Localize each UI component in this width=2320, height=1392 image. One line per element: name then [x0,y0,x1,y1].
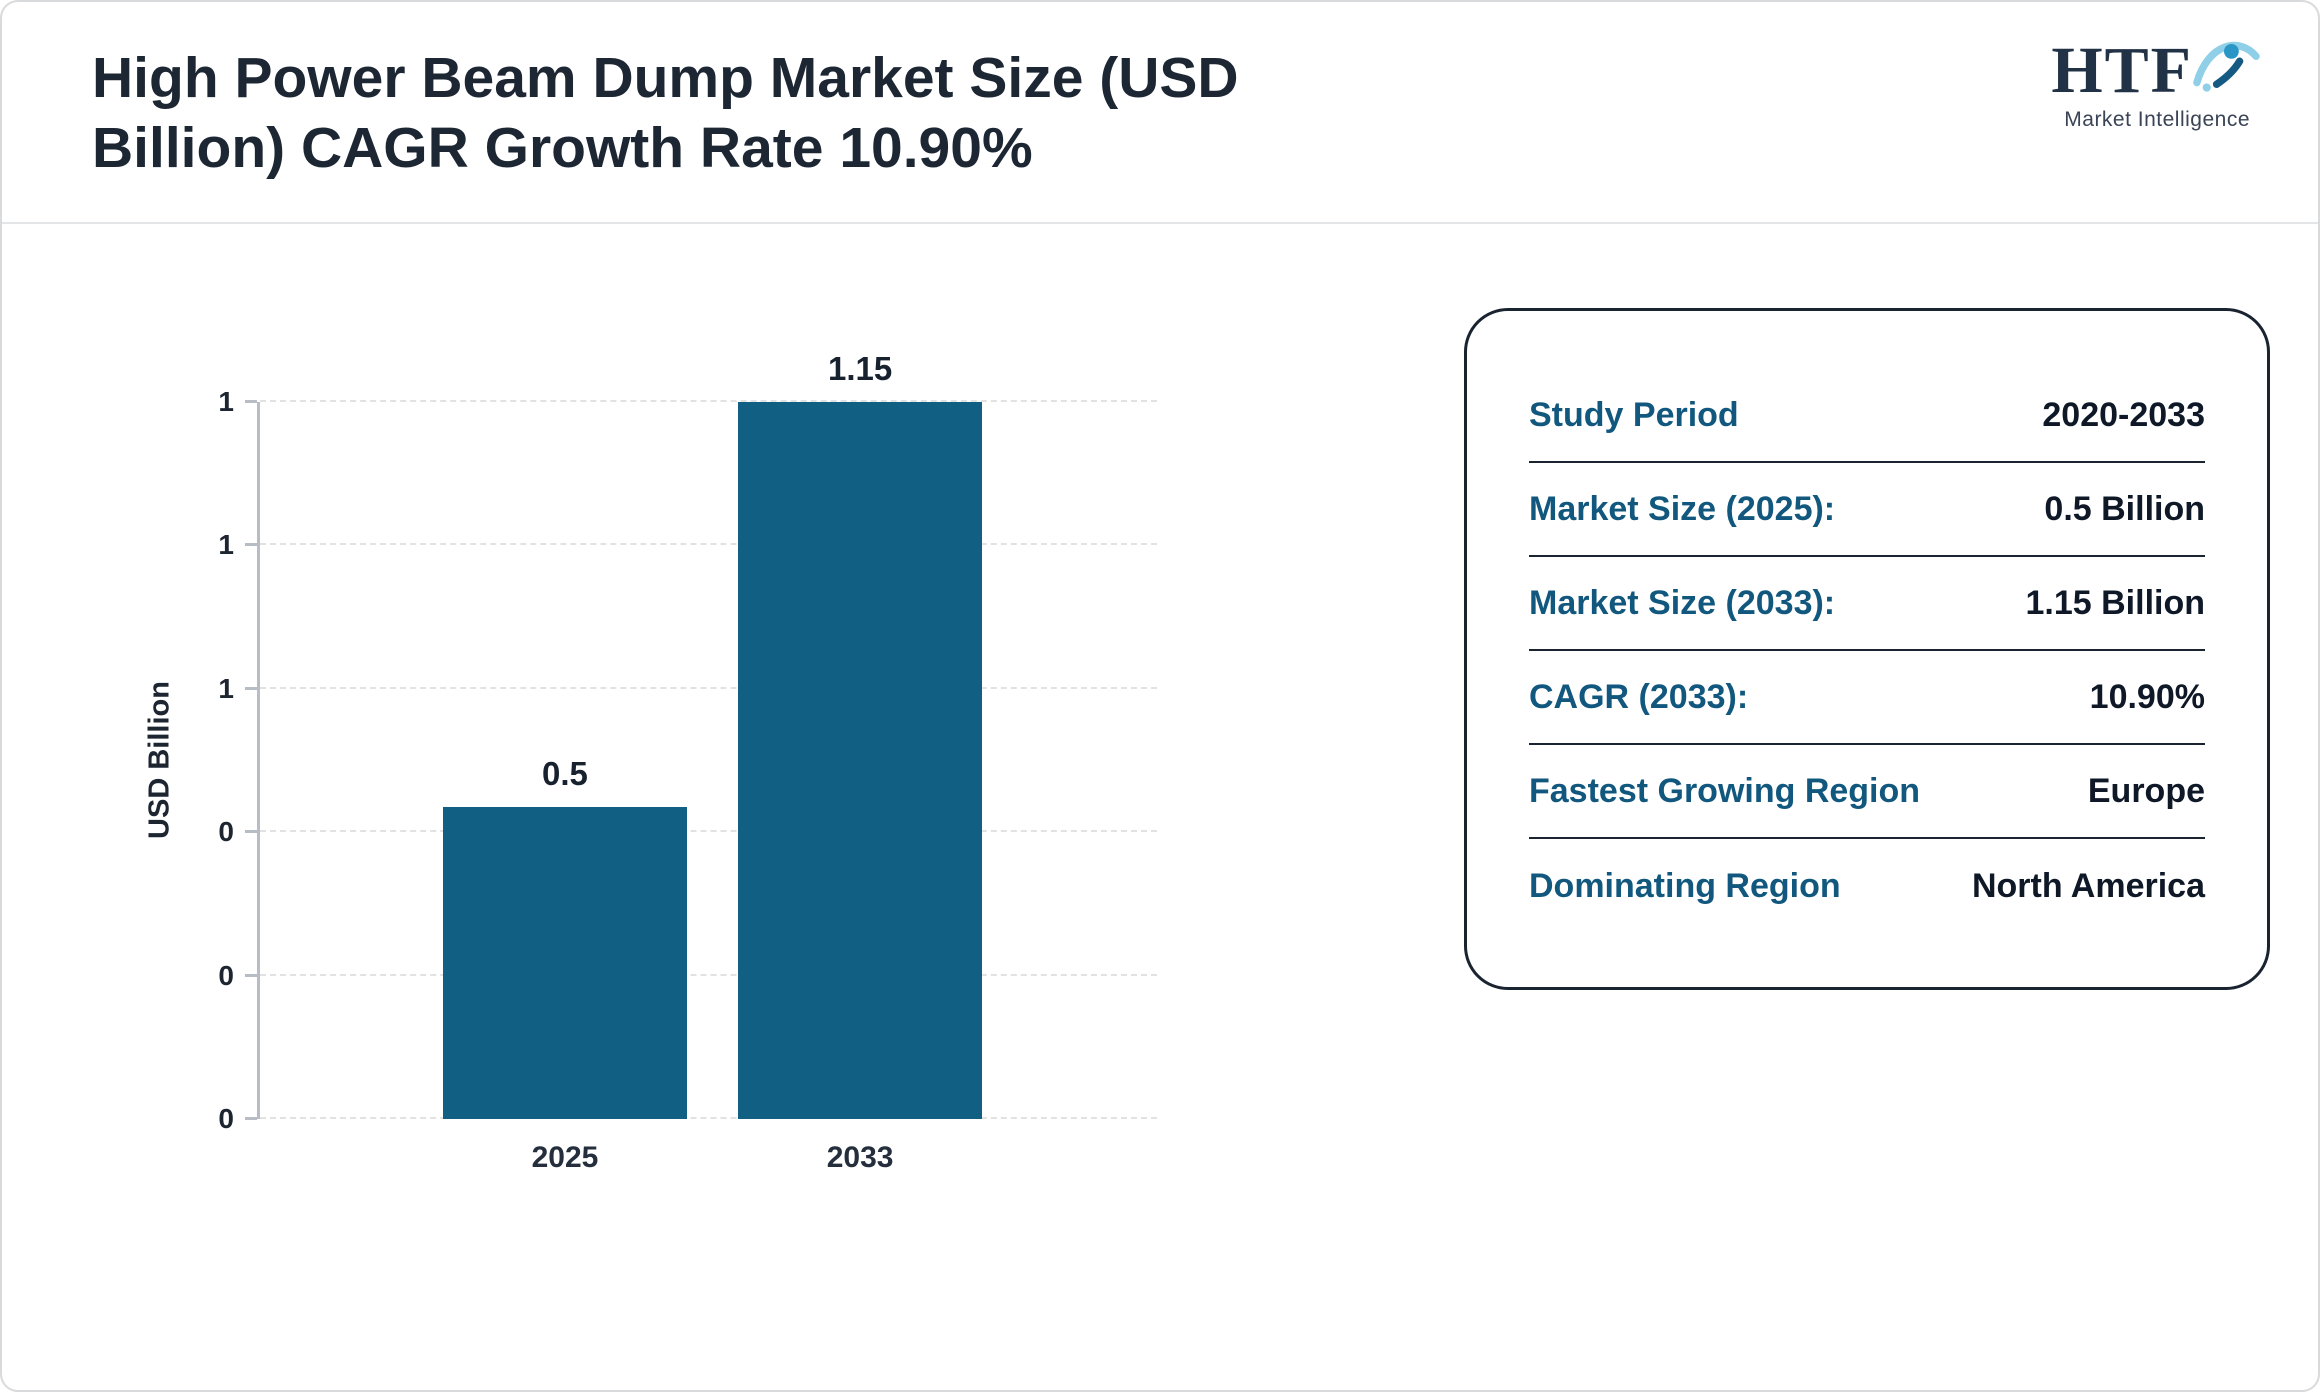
y-axis-tick [245,973,257,977]
bar-2025 [442,807,687,1119]
y-tick-label: 0 [218,816,234,848]
gridline [260,830,1157,833]
summary-label: Fastest Growing Region [1529,771,1921,810]
y-axis-title: USD Billion [143,681,176,839]
summary-row-cagr: CAGR (2033): 10.90% [1529,651,2205,745]
summary-value: Europe [2087,771,2205,810]
summary-label: Market Size (2025): [1529,489,1836,528]
summary-row-study-period: Study Period 2020-2033 [1529,369,2205,463]
y-tick-label: 0 [218,959,234,991]
header-divider [2,222,2318,224]
summary-value: 2020-2033 [2042,395,2205,434]
summary-row-market-size-2025: Market Size (2025): 0.5 Billion [1529,463,2205,557]
logo-text: HTF [2051,34,2193,107]
y-axis-tick [245,1117,257,1120]
logo-swoosh-icon [2185,30,2263,104]
summary-card: Study Period 2020-2033 Market Size (2025… [1464,308,2270,990]
summary-label: Dominating Region [1529,866,1841,905]
x-tick-label: 2025 [531,1141,599,1174]
summary-value: North America [1971,866,2205,905]
y-tick-label: 1 [218,386,234,417]
bar-value-label: 1.15 [827,350,893,387]
y-tick-label: 1 [218,672,234,704]
y-axis-tick [245,400,257,403]
summary-value: 1.15 Billion [2025,583,2206,622]
gridline [260,400,1157,402]
x-tick-label: 2033 [826,1141,894,1174]
y-tick-label: 1 [218,529,234,561]
gridline [260,973,1157,976]
y-tick-label: 0 [218,1103,234,1134]
summary-value: 0.5 Billion [2044,489,2205,528]
logo-row: HTF [2051,38,2263,104]
bar-2033 [738,402,983,1119]
y-axis-tick [245,830,257,834]
summary-row-dominating-region: Dominating Region North America [1529,839,2205,933]
logo-subtitle: Market Intelligence [2064,108,2251,131]
gridline [260,686,1157,689]
gridline [260,543,1157,546]
gridline [260,1117,1157,1119]
plot-area: 0 0 0 1 1 1 0.5 2025 1.15 2033 [218,350,1157,1174]
y-axis-tick [245,543,257,547]
summary-row-market-size-2033: Market Size (2033): 1.15 Billion [1529,557,2205,651]
summary-value: 10.90% [2089,677,2205,716]
y-axis-tick [245,686,257,690]
brand-logo: HTF Market Intelligence [2051,38,2263,132]
page-title: High Power Beam Dump Market Size (USD Bi… [92,46,1239,180]
summary-label: Study Period [1529,395,1739,434]
summary-label: Market Size (2033): [1529,583,1836,622]
summary-label: CAGR (2033): [1529,677,1749,716]
summary-row-fastest-growing-region: Fastest Growing Region Europe [1529,745,2205,839]
bar-value-label: 0.5 [542,755,588,793]
